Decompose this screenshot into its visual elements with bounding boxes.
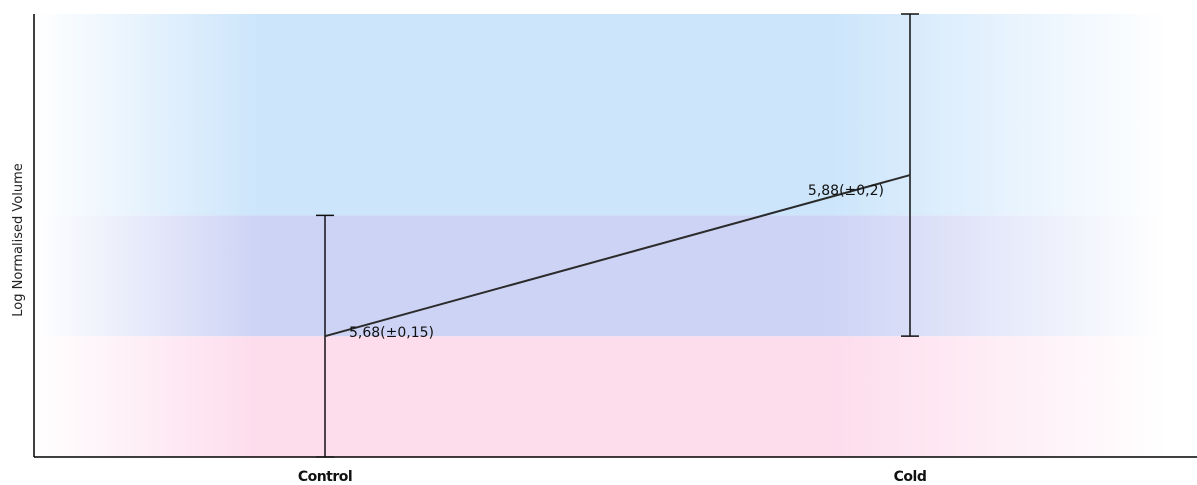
- data-label: 5,68(±0,15): [349, 325, 434, 341]
- background-fade: [34, 14, 1167, 457]
- x-tick-label: Cold: [894, 469, 927, 485]
- chart-marks: 5,68(±0,15) 5,88(±0,2) Control Cold: [298, 13, 927, 485]
- series-line: [324, 174, 911, 338]
- x-tick-label: Control: [298, 469, 352, 485]
- y-axis-label: Log Normalised Volume: [11, 163, 26, 317]
- data-label: 5,88(±0,2): [808, 183, 884, 199]
